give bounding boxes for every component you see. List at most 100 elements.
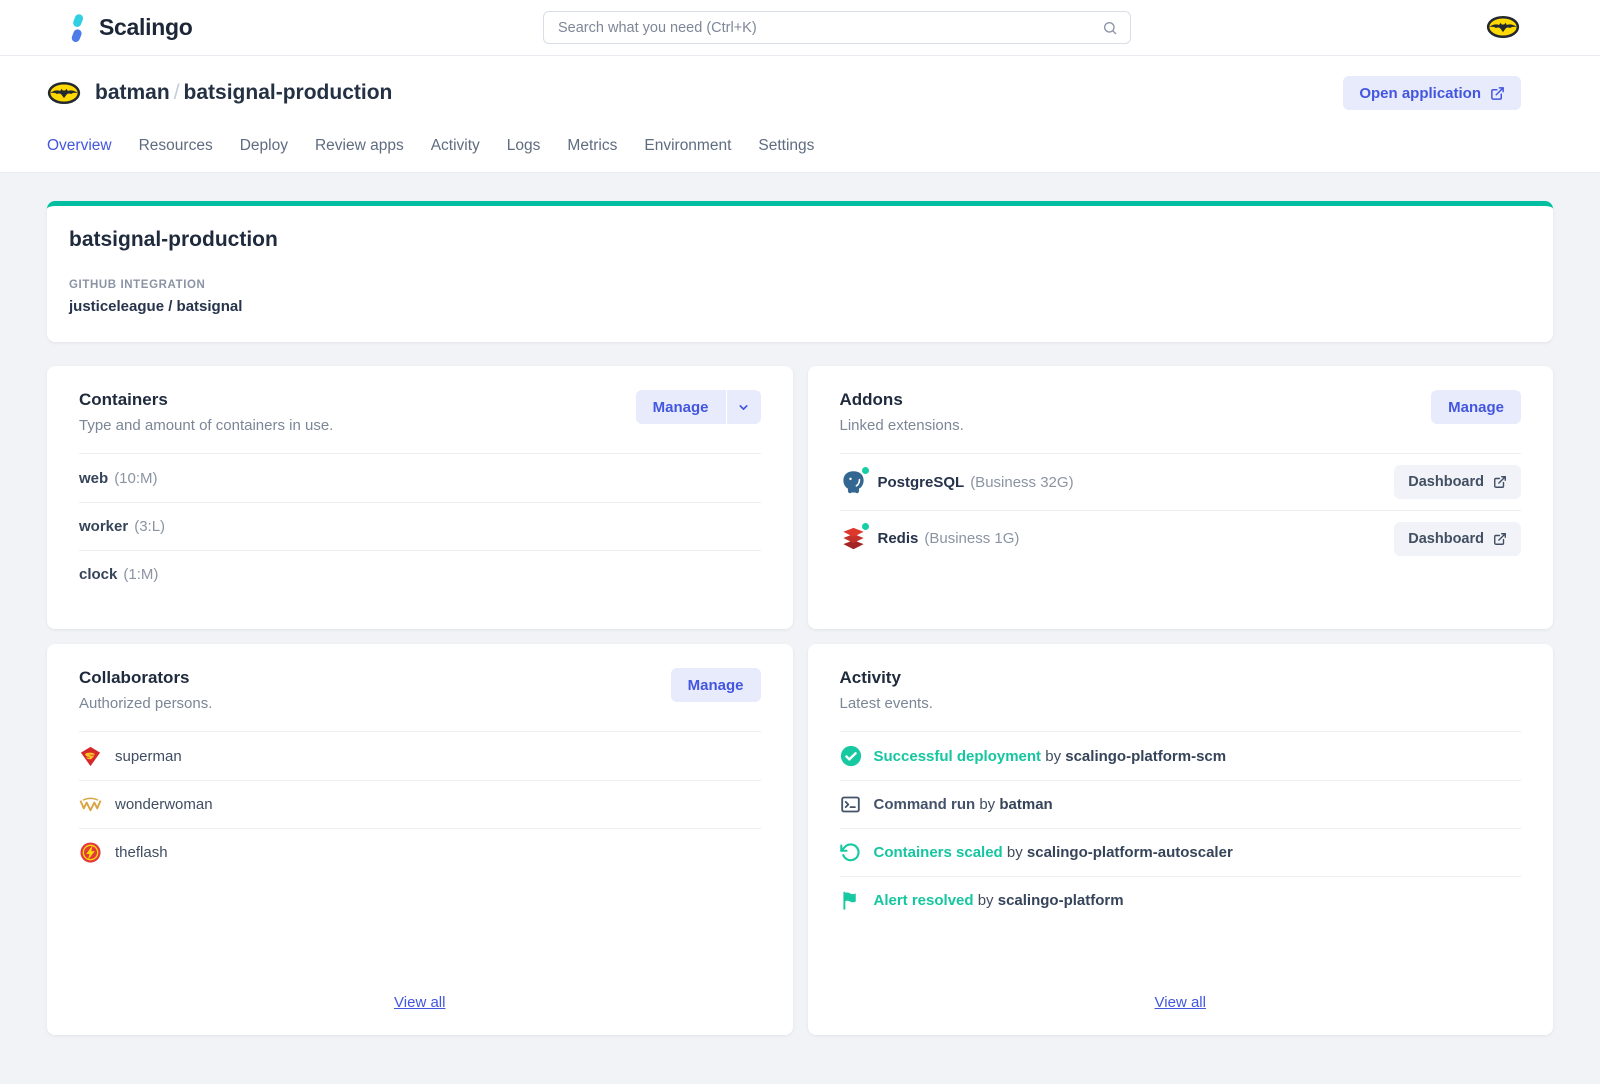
activity-row: Containers scaled by scalingo-platform-a…	[839, 828, 1521, 876]
github-repo: justiceleague / batsignal	[69, 298, 243, 315]
global-search[interactable]	[543, 11, 1131, 44]
dashboard-label: Dashboard	[1408, 474, 1484, 490]
external-link-icon	[1490, 86, 1505, 101]
activity-row: Command run by batman	[839, 780, 1521, 828]
addon-name: Redis	[877, 530, 919, 547]
postgresql-icon	[840, 469, 867, 496]
containers-card: Containers Type and amount of containers…	[47, 366, 793, 629]
activity-row: Successful deployment by scalingo-platfo…	[840, 732, 1522, 780]
addons-subtitle: Linked extensions.	[839, 417, 964, 434]
external-link-icon	[1493, 532, 1507, 546]
activity-view-all-link[interactable]: View all	[1154, 994, 1206, 1011]
collaborators-card: Collaborators Authorized persons. Manage…	[47, 644, 793, 1035]
addon-name: PostgreSQL	[877, 473, 965, 491]
tab-settings[interactable]: Settings	[758, 137, 815, 154]
batman-avatar-icon	[47, 81, 81, 105]
search-input[interactable]	[558, 19, 1102, 36]
container-row: worker (3:L)	[79, 502, 761, 550]
cards-grid: Containers Type and amount of containers…	[47, 366, 1553, 1035]
redis-dashboard-button[interactable]: Dashboard	[1394, 521, 1521, 556]
collaborators-title: Collaborators	[79, 668, 190, 687]
addons-title: Addons	[839, 390, 903, 409]
brand-name: Scalingo	[99, 14, 193, 40]
containers-manage-dropdown-button[interactable]	[726, 390, 761, 424]
addon-plan: (Business 32G)	[970, 473, 1074, 491]
scalingo-logo[interactable]: Scalingo	[64, 12, 193, 44]
page-title: batsignal-production	[69, 228, 278, 251]
container-detail: (3:L)	[134, 518, 166, 535]
scalingo-bolt-icon	[64, 12, 90, 44]
activity-event: Alert resolved	[873, 892, 974, 909]
external-link-icon	[1493, 475, 1507, 489]
activity-event: Successful deployment	[873, 747, 1042, 765]
collaborators-subtitle: Authorized persons.	[79, 695, 213, 712]
collaborator-name: superman	[115, 747, 182, 765]
tab-metrics[interactable]: Metrics	[567, 137, 618, 154]
topbar: Scalingo	[0, 0, 1600, 56]
activity-author: scalingo-platform-autoscaler	[1026, 844, 1233, 861]
container-detail: (10:M)	[114, 469, 158, 487]
containers-list: web (10:M) worker (3:L) clock (1:M)	[79, 453, 761, 598]
collaborators-view-all-link[interactable]: View all	[394, 994, 446, 1011]
container-row: web (10:M)	[79, 454, 761, 502]
addon-status-dot	[860, 465, 870, 475]
activity-card: Activity Latest events. Successful deplo…	[807, 644, 1553, 1035]
github-integration-label: GITHUB INTEGRATION	[69, 279, 206, 291]
tab-review-apps[interactable]: Review apps	[314, 137, 404, 154]
collaborator-name: theflash	[115, 844, 168, 861]
container-row: clock (1:M)	[79, 550, 761, 598]
containers-subtitle: Type and amount of containers in use.	[79, 417, 334, 434]
breadcrumb-owner[interactable]: batman	[47, 81, 170, 105]
open-application-label: Open application	[1359, 84, 1481, 102]
addons-card: Addons Linked extensions. Manage	[807, 366, 1553, 629]
collaborator-row: wonderwoman	[79, 780, 761, 828]
activity-author: scalingo-platform	[997, 892, 1124, 909]
postgresql-dashboard-button[interactable]: Dashboard	[1394, 465, 1521, 499]
main-content: batsignal-production GITHUB INTEGRATION …	[0, 173, 1600, 1081]
tab-logs[interactable]: Logs	[506, 137, 541, 154]
redis-icon	[840, 525, 867, 552]
chevron-down-icon	[737, 401, 750, 414]
tab-deploy[interactable]: Deploy	[239, 137, 288, 154]
activity-row: Alert resolved by scalingo-platform	[839, 876, 1521, 924]
user-avatar[interactable]	[1486, 15, 1520, 39]
open-application-button[interactable]: Open application	[1343, 76, 1521, 110]
search-icon[interactable]	[1102, 20, 1118, 36]
containers-manage-button[interactable]: Manage	[635, 390, 726, 424]
check-circle-icon	[840, 745, 862, 767]
dashboard-label: Dashboard	[1408, 530, 1484, 547]
container-detail: (1:M)	[123, 566, 159, 583]
app-summary-card: batsignal-production GITHUB INTEGRATION …	[47, 201, 1553, 342]
flag-icon	[840, 890, 862, 911]
theflash-icon	[79, 841, 102, 864]
addon-status-dot	[860, 522, 870, 531]
container-name: web	[79, 469, 109, 487]
breadcrumb: batman / batsignal-production Open appli…	[47, 76, 1521, 110]
owner-name[interactable]: batman	[95, 81, 170, 104]
containers-manage-split: Manage	[635, 390, 761, 424]
container-name: clock	[79, 566, 118, 583]
container-name: worker	[79, 518, 129, 535]
tab-resources[interactable]: Resources	[138, 137, 213, 154]
terminal-icon	[840, 794, 862, 815]
activity-by: by	[1045, 747, 1062, 765]
collaborators-manage-button[interactable]: Manage	[670, 668, 761, 702]
activity-by: by	[977, 892, 994, 909]
app-tabs: Overview Resources Deploy Review apps Ac…	[47, 137, 1521, 172]
collaborator-name: wonderwoman	[115, 796, 213, 813]
activity-title: Activity	[839, 668, 901, 687]
app-header: batman / batsignal-production Open appli…	[0, 56, 1600, 173]
addons-manage-button[interactable]: Manage	[1431, 390, 1521, 424]
addon-row: PostgreSQL (Business 32G) Dashboard	[840, 454, 1521, 510]
tab-overview[interactable]: Overview	[47, 137, 112, 154]
collaborator-row: theflash	[79, 828, 761, 876]
activity-by: by	[979, 796, 996, 813]
superman-icon	[79, 745, 102, 768]
app-name[interactable]: batsignal-production	[183, 81, 393, 104]
rotate-ccw-icon	[840, 842, 862, 863]
tab-activity[interactable]: Activity	[430, 137, 480, 154]
containers-title: Containers	[79, 390, 168, 409]
collaborators-list: superman wonderwoman	[79, 731, 761, 876]
activity-event: Command run	[873, 796, 976, 813]
tab-environment[interactable]: Environment	[644, 137, 732, 154]
